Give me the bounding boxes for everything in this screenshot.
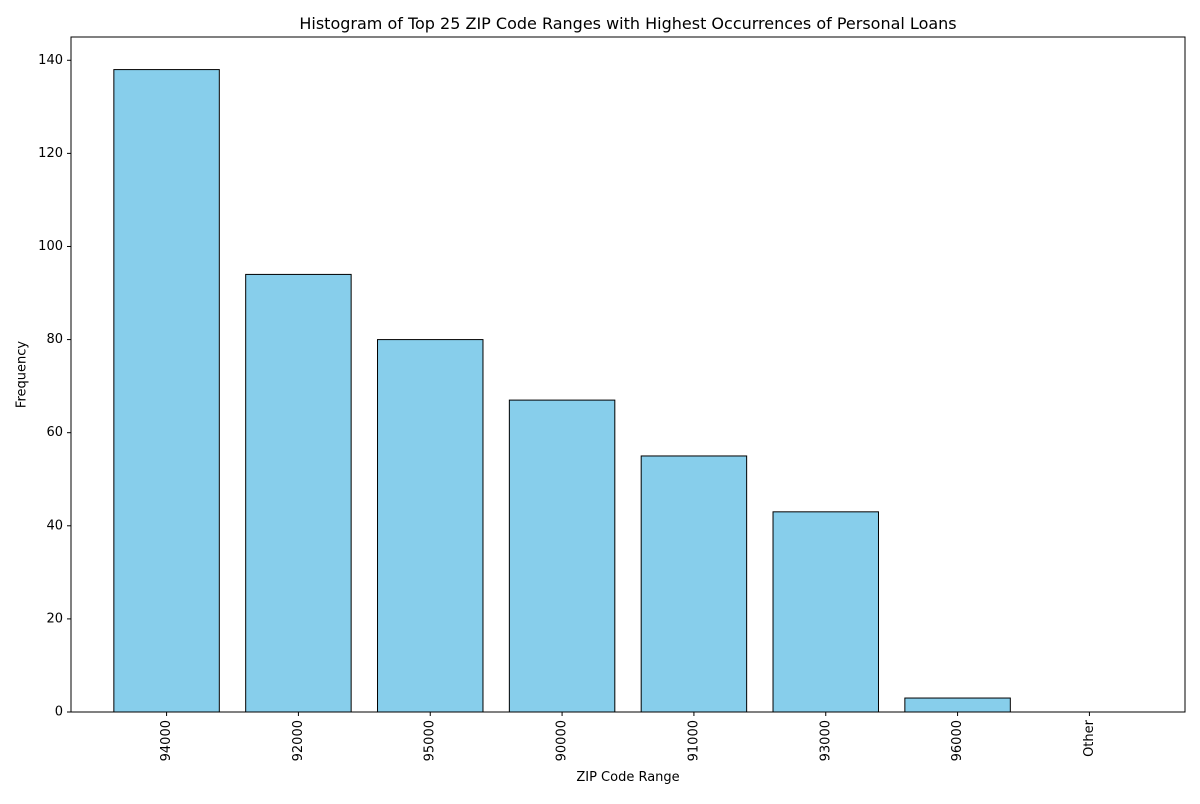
x-tick-label: 90000 <box>555 720 570 761</box>
y-tick-label: 80 <box>46 332 63 347</box>
y-tick-label: 100 <box>38 239 63 254</box>
bar-95000 <box>377 339 484 713</box>
bar-96000 <box>904 697 1011 713</box>
bar-91000 <box>640 455 748 713</box>
y-tick-label: 120 <box>38 146 63 161</box>
bars-group <box>113 69 1011 713</box>
y-tick-label: 140 <box>38 53 63 68</box>
y-axis-ticks: 0 20 40 60 80 100 120 140 <box>38 53 71 720</box>
x-axis-label: ZIP Code Range <box>576 770 679 785</box>
y-tick-label: 40 <box>46 518 63 533</box>
x-tick-label: 94000 <box>159 720 174 761</box>
bar-92000 <box>245 273 352 713</box>
y-tick-label: 20 <box>46 611 63 626</box>
y-tick-label: 0 <box>55 705 63 720</box>
bar-90000 <box>508 399 616 713</box>
x-tick-label: 96000 <box>950 720 965 761</box>
y-tick-label: 60 <box>46 425 63 440</box>
x-tick-label: 92000 <box>291 720 306 761</box>
x-tick-label: Other <box>1082 719 1097 757</box>
x-tick-label: 95000 <box>423 720 438 761</box>
y-axis-label: Frequency <box>15 341 30 408</box>
chart-title: Histogram of Top 25 ZIP Code Ranges with… <box>299 14 956 33</box>
plot-frame <box>70 36 1186 713</box>
bar-94000 <box>113 69 220 713</box>
x-tick-label: 93000 <box>818 720 833 761</box>
x-tick-label: 91000 <box>686 720 701 761</box>
bar-93000 <box>772 511 879 713</box>
x-axis-ticks: 94000 92000 95000 90000 91000 93000 96000 Other <box>159 712 1097 761</box>
